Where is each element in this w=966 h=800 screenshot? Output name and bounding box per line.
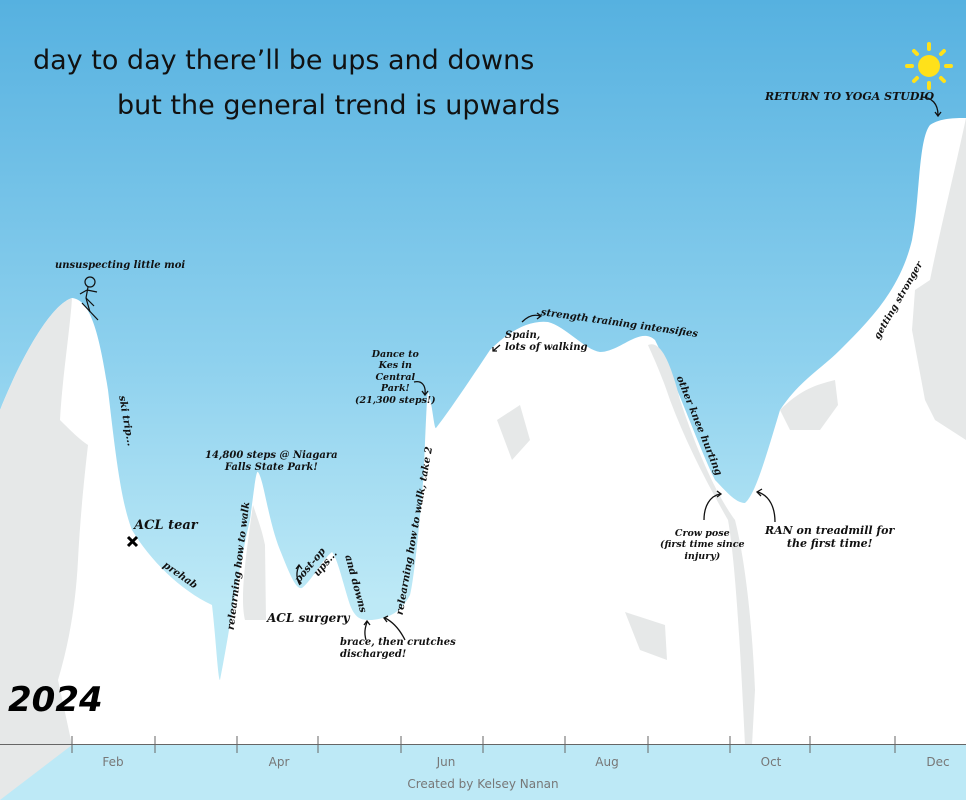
annotation-acl-tear: ACL tear (134, 518, 198, 533)
annotation-acl-surgery: ACL surgery (267, 611, 350, 625)
annotation-yoga: RETURN TO YOGA STUDIO (765, 90, 935, 103)
annotation-ran-line-1: RAN on treadmill for (765, 524, 895, 537)
sun-icon (905, 42, 953, 90)
annotation-niagara: 14,800 steps @ Niagara Falls State Park! (205, 450, 338, 474)
headline-line-2: but the general trend is upwards (117, 90, 560, 121)
annotation-crow-line-1: Crow pose (674, 528, 730, 539)
month-label-feb: Feb (102, 755, 124, 769)
month-label-apr: Apr (268, 755, 290, 769)
annotation-dance: Dance to Kes in Central Park! (21,300 st… (355, 349, 436, 406)
annotation-dance-line-3: Central (375, 371, 416, 383)
x-mark-icon (126, 535, 139, 548)
mountain-shadows (0, 118, 966, 800)
annotation-brace-line-2: discharged! (340, 649, 407, 660)
annotation-ran-line-2: the first time! (786, 537, 873, 551)
annotation-dance-line-2: Kes in (378, 360, 412, 372)
mountain-area (0, 118, 966, 745)
month-label-aug: Aug (595, 755, 619, 769)
annotation-dance-line-1: Dance to (371, 349, 419, 360)
annotation-spain: Spain, lots of walking (505, 330, 588, 354)
annotation-arrows (295, 96, 942, 641)
annotation-crow-line-3: injury) (684, 550, 721, 562)
annotation-spain-line-1: Spain, (505, 330, 541, 341)
annotation-spain-line-2: lots of walking (505, 342, 588, 353)
annotation-crow-line-2: (first time since (660, 539, 745, 551)
annotation-niagara-line-1: 14,800 steps @ Niagara (205, 450, 338, 461)
annotation-brace-line-1: brace, then crutches (340, 637, 456, 648)
annotation-dance-line-5: (21,300 steps!) (355, 394, 436, 406)
annotation-brace: brace, then crutches discharged! (340, 637, 456, 661)
headline-line-1: day to day there’ll be ups and downs (33, 45, 535, 76)
annotation-niagara-line-2: Falls State Park! (224, 462, 318, 473)
annotation-crow-pose: Crow pose (first time since injury) (660, 528, 745, 562)
annotation-ran: RAN on treadmill for the first time! (765, 524, 894, 550)
year-label: 2024 (8, 680, 103, 720)
x-axis (0, 736, 966, 753)
credit-line: Created by Kelsey Nanan (407, 777, 559, 791)
month-label-oct: Oct (760, 755, 782, 769)
month-label-dec: Dec (926, 755, 950, 769)
annotation-dance-line-4: Park! (380, 383, 410, 395)
month-label-jun: Jun (436, 755, 456, 769)
annotation-start: unsuspecting little moi (55, 260, 186, 271)
stick-figure-skier-icon (79, 276, 99, 321)
